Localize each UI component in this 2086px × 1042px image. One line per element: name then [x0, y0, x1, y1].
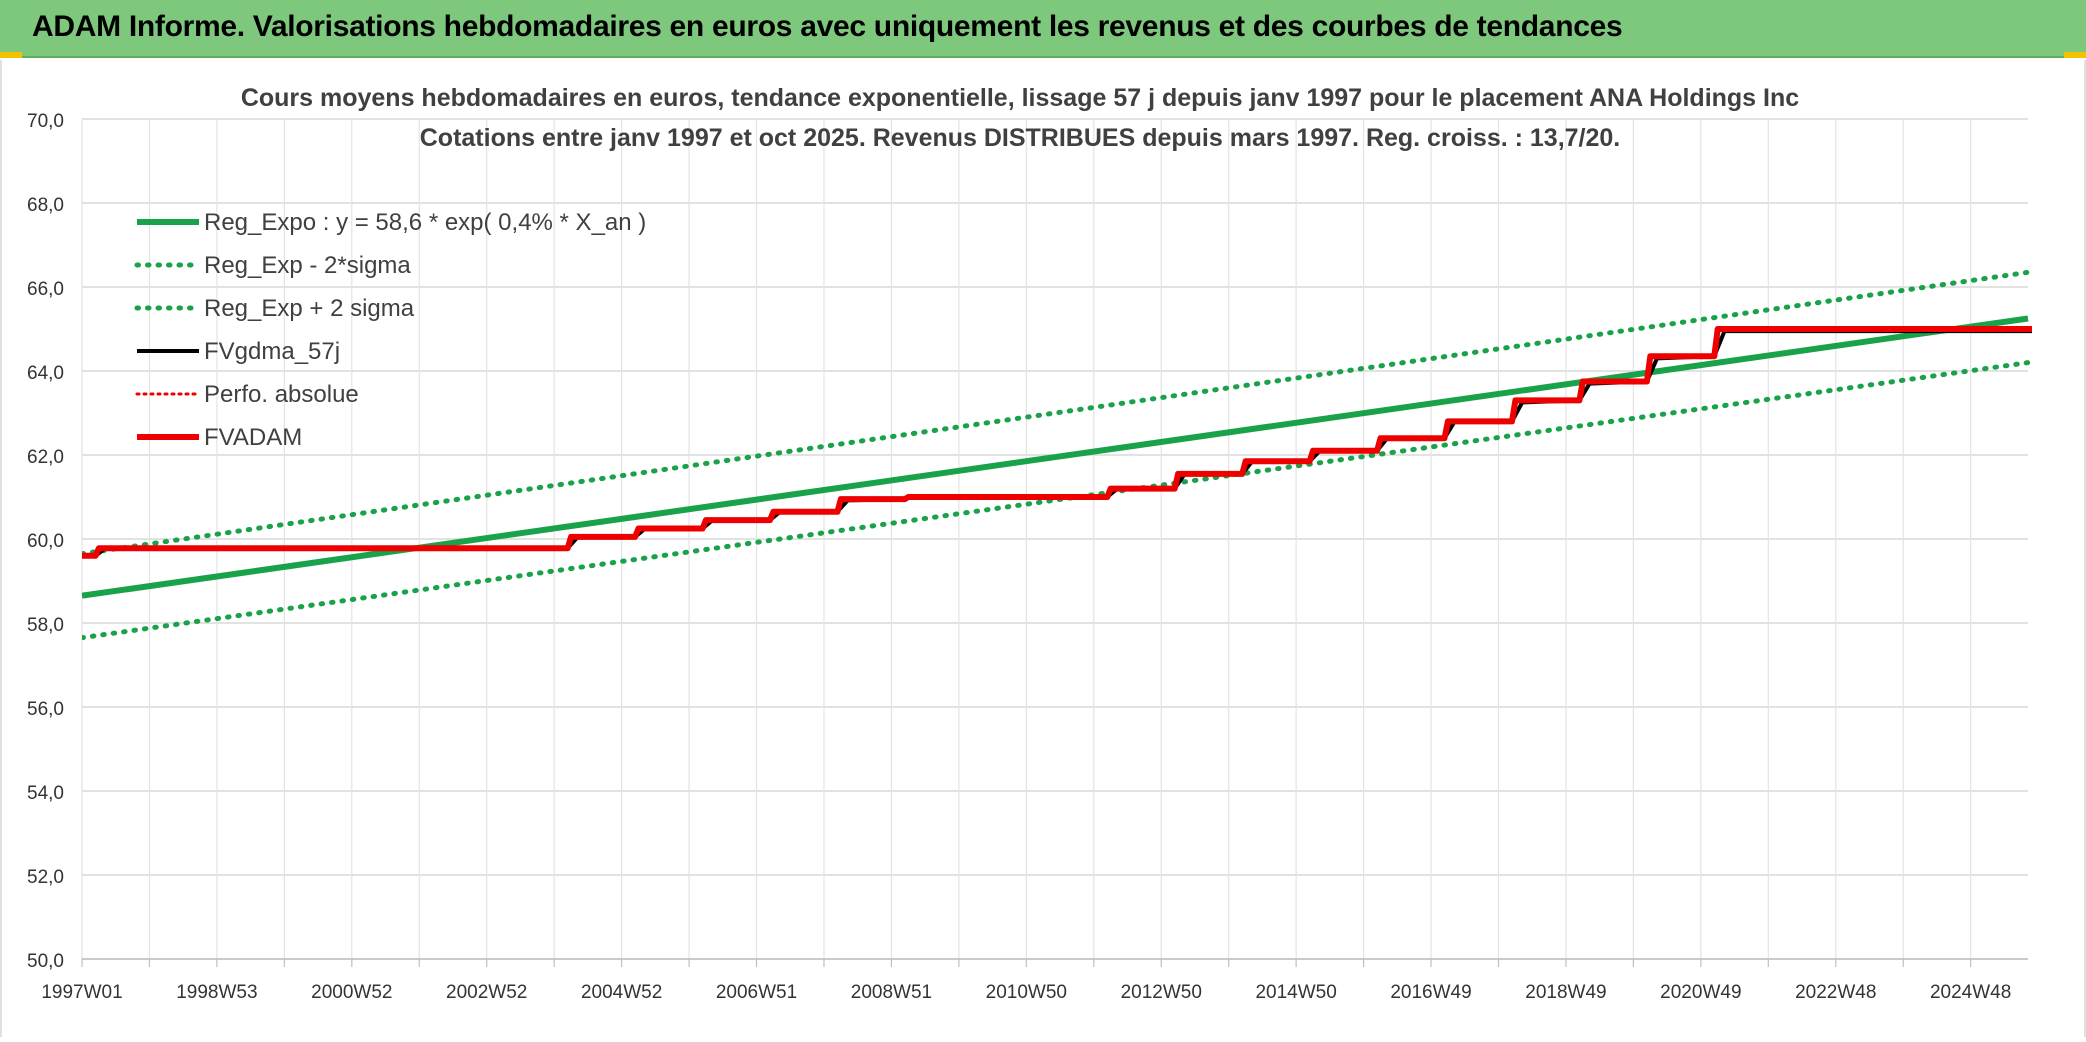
y-tick-label: 64,0 — [27, 363, 64, 384]
y-tick-label: 68,0 — [27, 195, 64, 216]
x-tick-label: 2014W50 — [1255, 982, 1336, 1003]
series-line-fvgdma-57j — [82, 329, 2032, 558]
series-line-reg-exp-2-sigma — [82, 360, 2031, 641]
y-tick-label: 58,0 — [27, 615, 64, 636]
corner-accent-right — [2064, 52, 2086, 58]
y-tick-label: 62,0 — [27, 447, 64, 468]
y-tick-label: 70,0 — [27, 111, 64, 132]
x-tick-label: 1997W01 — [41, 982, 122, 1003]
legend-label: FVADAM — [204, 424, 302, 451]
y-tick-label: 56,0 — [27, 699, 64, 720]
legend-label: Reg_Exp - 2*sigma — [204, 252, 411, 279]
line-chart: 50,0 52,0 54,0 56,0 58,0 60,0 62,0 64,0 66,0 68,0… — [27, 84, 2032, 1003]
x-tick-label: 2024W48 — [1930, 982, 2011, 1003]
chart-title-line2: Cotations entre janv 1997 et oct 2025. R… — [420, 124, 1621, 152]
x-tick-label: 2008W51 — [851, 982, 932, 1003]
x-tick-label: 2012W50 — [1121, 982, 1202, 1003]
series-line-reg-exp-2-sigma — [82, 269, 2031, 557]
legend-label: Reg_Exp + 2 sigma — [204, 295, 415, 322]
chart-title-line1: Cours moyens hebdomadaires en euros, ten… — [241, 84, 1799, 112]
report-banner: ADAM Informe. Valorisations hebdomadaire… — [0, 0, 2086, 58]
x-tick-label: 2000W52 — [311, 982, 392, 1003]
x-tick-label: 2020W49 — [1660, 982, 1741, 1003]
grid — [81, 118, 2028, 960]
axes: 50,0 52,0 54,0 56,0 58,0 60,0 62,0 64,0 66,0 68,0… — [27, 111, 2028, 1003]
x-tick-label: 2006W51 — [716, 982, 797, 1003]
x-tick-label: 2016W49 — [1390, 982, 1471, 1003]
y-tick-label: 54,0 — [27, 783, 64, 804]
legend-label: Perfo. absolue — [204, 381, 359, 408]
y-tick-label: 66,0 — [27, 279, 64, 300]
legend: Reg_Expo : y = 58,6 * exp( 0,4% * X_an )… — [134, 209, 646, 451]
series-line-perfo-absolue — [82, 327, 2032, 558]
report-title: ADAM Informe. Valorisations hebdomadaire… — [32, 10, 1623, 43]
series-line-fvadam — [82, 326, 2032, 559]
corner-accent-left — [0, 52, 22, 58]
series — [82, 269, 2032, 641]
x-tick-label: 2004W52 — [581, 982, 662, 1003]
y-tick-label: 52,0 — [27, 867, 64, 888]
x-tick-label: 2010W50 — [986, 982, 1067, 1003]
x-tick-label: 1998W53 — [176, 982, 257, 1003]
legend-label: Reg_Expo : y = 58,6 * exp( 0,4% * X_an ) — [204, 209, 646, 236]
x-tick-label: 2018W49 — [1525, 982, 1606, 1003]
x-tick-label: 2022W48 — [1795, 982, 1876, 1003]
legend-label: FVgdma_57j — [204, 338, 340, 365]
y-tick-label: 60,0 — [27, 531, 64, 552]
y-tick-label: 50,0 — [27, 951, 64, 972]
series-line-reg-expo-y-58-6-exp-0-4-x-an — [82, 315, 2029, 599]
chart-area: 50,0 52,0 54,0 56,0 58,0 60,0 62,0 64,0 66,0 68,0… — [0, 60, 2086, 1037]
x-tick-label: 2002W52 — [446, 982, 527, 1003]
